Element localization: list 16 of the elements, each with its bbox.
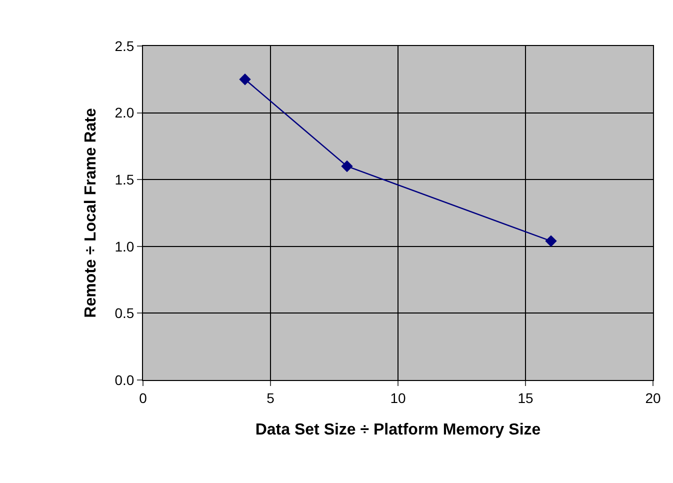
y-tick-label: 1.5 xyxy=(114,172,134,188)
y-tick-label: 2.5 xyxy=(114,38,134,54)
x-tick-label: 5 xyxy=(266,390,275,406)
y-tick-label: 0.0 xyxy=(114,372,134,388)
y-tick-label: 1.0 xyxy=(114,238,134,254)
x-tick-label: 0 xyxy=(139,390,148,406)
y-axis-title: Remote ÷ Local Frame Rate xyxy=(82,108,100,318)
x-tick-label: 20 xyxy=(645,390,661,406)
x-axis-title: Data Set Size ÷ Platform Memory Size xyxy=(255,422,541,438)
point xyxy=(545,235,557,247)
point xyxy=(341,160,353,172)
point xyxy=(239,74,251,86)
x-tick-label: 10 xyxy=(390,390,406,406)
y-tick-label: 0.5 xyxy=(114,305,134,322)
y-tick-label: 2.0 xyxy=(114,104,134,121)
x-tick-label: 15 xyxy=(518,390,534,406)
